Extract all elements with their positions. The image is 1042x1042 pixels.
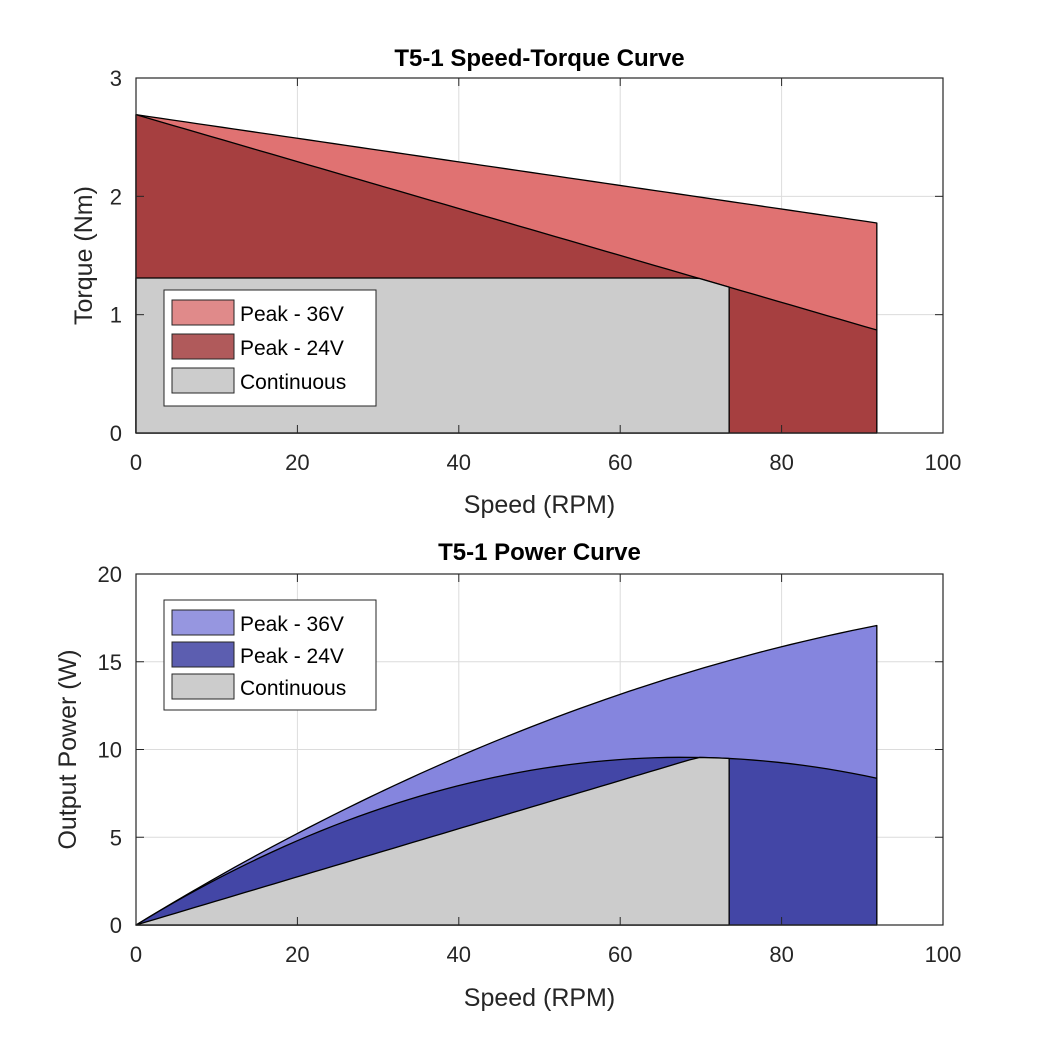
x-tick-label: 20 (285, 450, 309, 475)
x-tick-label: 40 (447, 450, 471, 475)
torque-chart: 0 20 40 60 80 100 0 1 2 3 T5-1 Speed-Torque Curve S… (70, 45, 961, 519)
y-tick-label: 1 (110, 303, 122, 328)
legend-label: Peak - 24V (240, 337, 344, 360)
y-tick-label: 2 (110, 184, 122, 209)
x-tick-label: 20 (285, 942, 309, 967)
y-tick-label: 10 (98, 738, 122, 763)
chart-title: T5-1 Speed-Torque Curve (394, 45, 684, 72)
legend: Peak - 36V Peak - 24V Continuous (163, 599, 377, 711)
y-tick-label: 5 (110, 825, 122, 850)
legend-swatch (171, 673, 235, 700)
x-tick-label: 40 (447, 942, 471, 967)
legend-label: Peak - 24V (240, 645, 344, 668)
x-tick-label: 60 (608, 450, 632, 475)
legend-swatch (171, 609, 235, 636)
x-tick-label: 100 (925, 450, 962, 475)
axes-box (135, 77, 944, 434)
area-continuous (135, 756, 730, 926)
x-tick-label: 80 (769, 942, 793, 967)
x-axis-label: Speed (RPM) (464, 491, 615, 519)
x-tick-label: 0 (130, 942, 142, 967)
y-tick-label: 0 (110, 421, 122, 446)
legend-swatch (171, 333, 235, 360)
y-tick-label: 15 (98, 650, 122, 675)
x-tick-label: 60 (608, 942, 632, 967)
power-chart: 0 20 40 60 80 100 0 5 10 15 20 T5-1 Power Curve Spee… (54, 539, 961, 1012)
x-axis-label: Speed (RPM) (464, 984, 615, 1012)
y-axis-label: Torque (Nm) (70, 186, 98, 325)
legend-swatch (171, 641, 235, 668)
legend-label: Peak - 36V (240, 613, 344, 636)
y-tick-label: 3 (110, 66, 122, 91)
y-axis-label: Output Power (W) (54, 649, 82, 849)
legend-swatch (171, 299, 235, 326)
x-tick-label: 100 (925, 942, 962, 967)
legend-label: Continuous (240, 371, 346, 394)
x-tick-label: 0 (130, 450, 142, 475)
y-tick-label: 20 (98, 562, 122, 587)
y-tick-label: 0 (110, 913, 122, 938)
chart-title: T5-1 Power Curve (438, 539, 641, 566)
x-tick-label: 80 (769, 450, 793, 475)
legend-swatch (171, 367, 235, 394)
legend: Peak - 36V Peak - 24V Continuous (163, 289, 377, 407)
legend-label: Peak - 36V (240, 303, 344, 326)
legend-label: Continuous (240, 677, 346, 700)
